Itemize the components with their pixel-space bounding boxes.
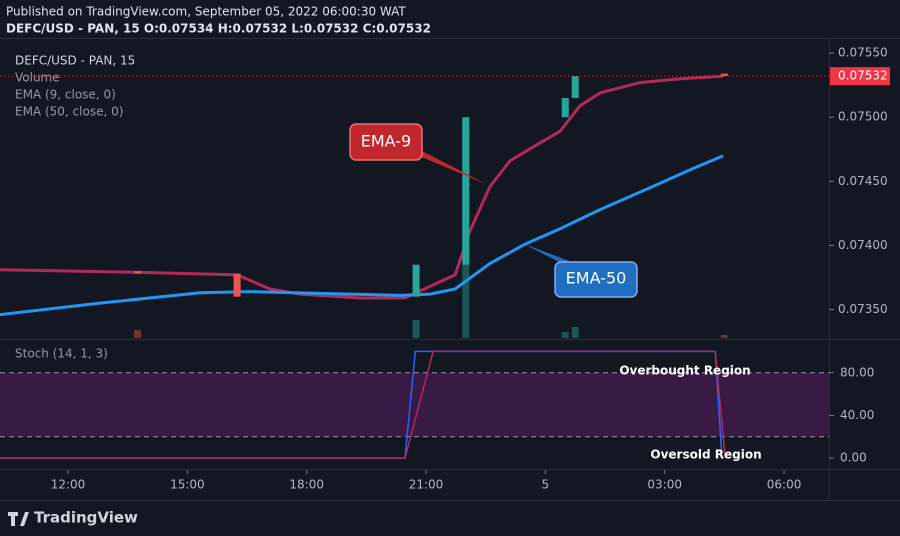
- volume-bar: [571, 327, 579, 338]
- indicator-line: [0, 154, 724, 317]
- indicator-line: [0, 74, 724, 300]
- y-tick-label: 0.00: [840, 451, 867, 465]
- volume-bar: [134, 330, 142, 338]
- x-tick-label: 21:00: [409, 478, 444, 492]
- legend-entry: EMA (50, close, 0): [15, 105, 123, 119]
- x-tick-label: 15:00: [170, 478, 205, 492]
- y-tick-label: 80.00: [840, 365, 874, 379]
- y-tick-label: 40.00: [840, 408, 874, 422]
- symbol-line: DEFC/USD - PAN, 15 O:0.07534 H:0.07532 L…: [6, 22, 431, 36]
- candle-body: [412, 264, 420, 297]
- y-tick-label: 0.07550: [838, 46, 888, 60]
- last-price-tag: [830, 67, 890, 86]
- candle-body: [561, 97, 569, 118]
- x-tick-label: 18:00: [289, 478, 324, 492]
- x-tick-label: 12:00: [51, 478, 86, 492]
- volume-bar: [462, 263, 470, 338]
- candle-body: [233, 273, 241, 297]
- y-tick-label: 0.07350: [838, 302, 888, 316]
- callout-pointer: [524, 244, 580, 265]
- y-tick-label: 0.07450: [838, 174, 888, 188]
- region-label: Overbought Region: [619, 364, 750, 378]
- legend-entry: EMA (9, close, 0): [15, 88, 116, 102]
- brand-name: TradingView: [34, 509, 138, 527]
- region-label: Oversold Region: [650, 448, 761, 462]
- pane-title: Stoch (14, 1, 3): [15, 347, 108, 361]
- candle-body: [462, 117, 470, 265]
- callout-box: [554, 261, 638, 298]
- callout-text: EMA-9: [361, 132, 411, 151]
- y-tick-label: 0.07400: [838, 238, 888, 252]
- volume-bar: [412, 320, 420, 338]
- candle-body: [720, 73, 728, 77]
- volume-bar: [720, 335, 728, 338]
- legend-entry: DEFC/USD - PAN, 15: [15, 54, 135, 68]
- x-tick-label: 5: [542, 478, 550, 492]
- candle-body: [571, 76, 579, 98]
- brand: TradingView: [8, 509, 138, 527]
- candle-body: [134, 271, 142, 274]
- brand-logo: [8, 512, 29, 526]
- indicator-line: [0, 350, 726, 459]
- published-line: Published on TradingView.com, September …: [6, 5, 406, 19]
- callout-text: EMA-50: [566, 269, 627, 288]
- y-tick-label: 0.07500: [838, 110, 888, 124]
- callouts: EMA-9 EMA-50: [349, 123, 638, 298]
- x-tick-label: 03:00: [647, 478, 682, 492]
- callout-pointer: [405, 150, 486, 184]
- x-tick-label: 06:00: [767, 478, 802, 492]
- callout-box: [349, 123, 423, 161]
- legend-entry: Volume: [15, 71, 60, 85]
- volume-bar: [561, 332, 569, 338]
- last-price-label: 0.07532: [838, 69, 888, 83]
- band-fill: [0, 372, 829, 437]
